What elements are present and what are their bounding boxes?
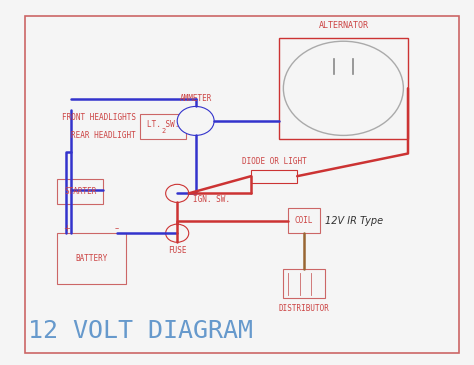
Circle shape [283,41,403,135]
Text: 12V IR Type: 12V IR Type [325,216,383,226]
Text: AMMETER: AMMETER [180,94,212,103]
Text: +: + [63,224,70,233]
FancyBboxPatch shape [140,114,186,139]
FancyBboxPatch shape [283,269,325,299]
Circle shape [165,184,189,203]
Text: DIODE OR LIGHT: DIODE OR LIGHT [242,157,307,166]
Text: STARTER: STARTER [64,187,96,196]
Text: 2: 2 [161,128,165,134]
FancyBboxPatch shape [57,179,103,204]
Text: REAR HEADLIGHT: REAR HEADLIGHT [71,131,136,140]
Text: 12 VOLT DIAGRAM: 12 VOLT DIAGRAM [28,319,253,343]
Text: ALTERNATOR: ALTERNATOR [319,22,368,30]
FancyBboxPatch shape [57,233,127,284]
Text: DISTRIBUTOR: DISTRIBUTOR [279,304,329,313]
Circle shape [177,107,214,135]
Text: COIL: COIL [295,216,313,225]
Text: IGN. SW.: IGN. SW. [193,195,230,204]
FancyBboxPatch shape [288,208,320,233]
FancyBboxPatch shape [25,16,459,353]
Text: BATTERY: BATTERY [76,254,108,263]
Text: LT. SW.: LT. SW. [147,120,180,129]
Circle shape [165,224,189,242]
FancyBboxPatch shape [251,170,297,182]
Text: FUSE: FUSE [168,246,186,255]
Text: –: – [115,224,119,233]
Text: FRONT HEADLIGHTS: FRONT HEADLIGHTS [62,113,136,122]
